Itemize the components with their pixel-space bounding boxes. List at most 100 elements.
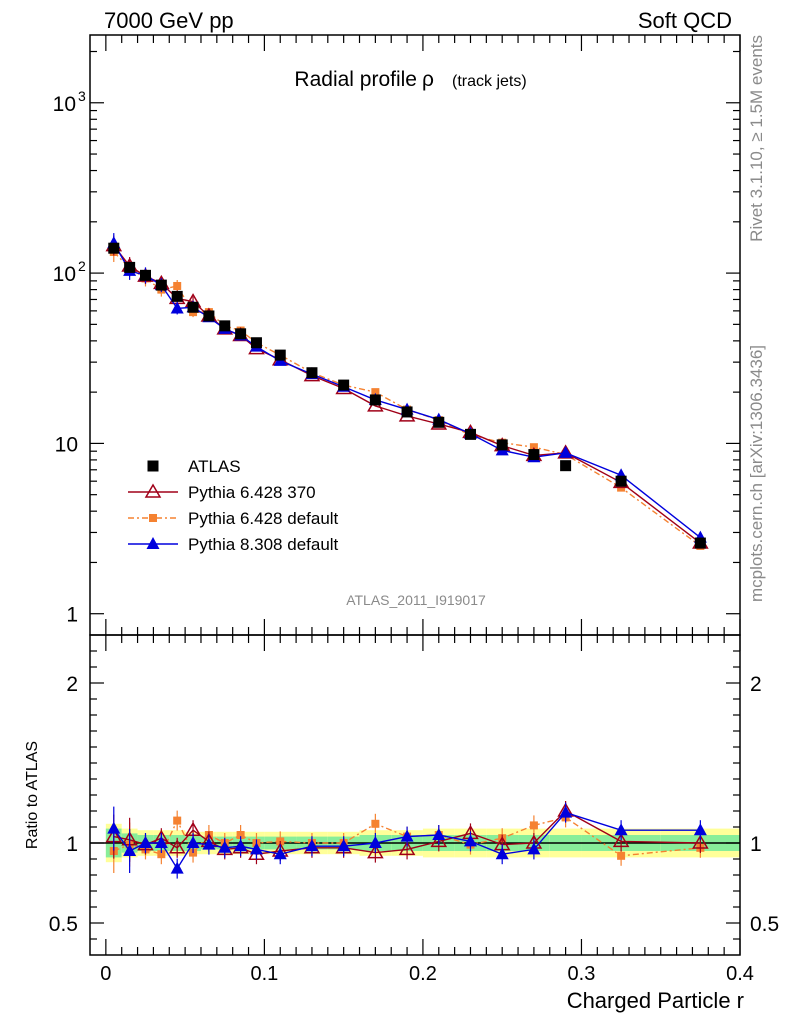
analysis-label: ATLAS_2011_I919017	[346, 592, 486, 608]
ratio-point-p8_def	[432, 828, 446, 840]
ratio-y-tick-label-right: 0.5	[750, 913, 779, 936]
ratio-point-p6_370	[430, 832, 448, 848]
ratio-point-p8_def	[400, 829, 414, 842]
ratio-y-tick-label-right: 1	[750, 833, 762, 856]
point-p8_def	[559, 445, 573, 458]
point-atlas	[306, 367, 318, 379]
ratio-point-p8_def	[249, 842, 263, 855]
legend-marker-p8_def	[146, 537, 160, 549]
point-atlas	[139, 269, 151, 281]
ratio-point-p6_def	[173, 816, 182, 825]
legend: ATLAS Pythia 6.428 370 Pythia 6.428 defaul…	[128, 457, 339, 554]
ratio-series-p8_def	[107, 802, 707, 879]
ratio-point-p8_def	[218, 840, 232, 853]
ratio-point-p6_def	[529, 821, 538, 830]
ratio-y-tick-label-right: 2	[750, 673, 762, 696]
series-p6_def	[109, 241, 705, 550]
point-atlas	[560, 460, 572, 472]
ratio-line-p8_def	[113, 811, 701, 870]
series-line-p6_def	[113, 251, 701, 547]
ratio-point-p8_def	[138, 836, 152, 848]
point-atlas	[401, 406, 413, 418]
ratio-y-tick-label: 0.5	[49, 913, 78, 936]
ratio-frame	[89, 634, 741, 956]
point-p8_def	[170, 301, 184, 314]
ratio-point-p8_def	[614, 823, 628, 836]
ratio-point-p6_370	[367, 844, 384, 859]
ratio-point-p8_def	[170, 861, 184, 874]
legend-item-p6_370: Pythia 6.428 370	[128, 483, 316, 502]
ratio-point-p6_def	[617, 851, 626, 860]
ratio-point-p8_def	[368, 836, 382, 848]
ratio-point-p6_def	[371, 819, 380, 828]
x-axis-label: Charged Particle r	[567, 988, 744, 1013]
mcplots-label: mcplots.cern.ch [arXiv:1306.3436]	[747, 345, 766, 602]
ratio-point-p6_370	[692, 834, 709, 849]
point-atlas	[694, 537, 706, 549]
legend-item-atlas: ATLAS	[147, 457, 241, 476]
ratio-panel: 0.5 0.51 12 2 0 0.1 0.2 0.3 0.4 Ratio to ATLAS …	[24, 634, 779, 1013]
point-atlas	[187, 301, 199, 313]
ratio-point-p8_def	[186, 836, 200, 848]
ratio-point-p6_370	[612, 832, 630, 848]
legend-label: Pythia 8.308 default	[188, 535, 339, 554]
legend-item-p6_def: Pythia 6.428 default	[128, 509, 339, 528]
ratio-point-p6_370	[168, 839, 186, 854]
point-atlas	[369, 394, 381, 406]
point-atlas	[108, 242, 120, 254]
legend-label: ATLAS	[188, 457, 241, 476]
point-atlas	[615, 475, 627, 487]
y-axis-label: Ratio to ATLAS	[24, 741, 41, 849]
x-tick-label: 0.3	[568, 963, 596, 985]
point-atlas	[496, 439, 508, 451]
ratio-point-p8_def	[154, 836, 168, 848]
plot-title-symbol: ρ	[422, 68, 434, 91]
ratio-point-p8_def	[123, 844, 137, 856]
y-tick-label: 10	[53, 93, 76, 116]
ratio-point-p8_def	[337, 839, 351, 852]
ratio-y-tick-label: 2	[66, 673, 78, 696]
y-tick-label-exponent: 2	[78, 258, 86, 274]
legend-marker-p6_370	[144, 483, 162, 498]
legend-item-p8_def: Pythia 8.308 default	[128, 535, 339, 554]
point-p6_def	[371, 388, 380, 397]
legend-label: Pythia 6.428 default	[188, 509, 339, 528]
point-atlas	[433, 416, 445, 428]
legend-label: Pythia 6.428 370	[188, 483, 316, 502]
plot-title-subscript: (track jets)	[452, 73, 527, 90]
rivet-version-label: Rivet 3.1.10, ≥ 1.5M events	[747, 35, 766, 242]
point-atlas	[528, 449, 540, 461]
ratio-point-p8_def	[693, 823, 707, 836]
legend-marker-atlas	[147, 460, 159, 472]
header-left: 7000 GeV pp	[104, 8, 234, 33]
point-atlas	[274, 349, 286, 361]
ratio-point-p8_def	[559, 805, 573, 818]
ratio-point-p6_def	[236, 831, 245, 839]
ratio-point-p8_def	[107, 821, 121, 834]
point-atlas	[250, 337, 262, 349]
point-p6_def	[173, 281, 182, 290]
y-tick-label: 1	[66, 604, 78, 627]
ratio-point-p8_def	[495, 847, 509, 860]
series-atlas	[108, 242, 706, 549]
x-tick-label: 0.1	[250, 963, 278, 985]
series-line-p8_def	[113, 242, 701, 539]
point-atlas	[203, 310, 215, 322]
point-atlas	[338, 379, 350, 391]
point-atlas	[235, 328, 247, 340]
y-tick-label-exponent: 3	[78, 88, 86, 104]
legend-marker-p6_def	[149, 514, 157, 522]
ratio-point-p8_def	[463, 834, 477, 847]
ratio-point-p8_def	[273, 847, 287, 860]
ratio-y-tick-label: 1	[66, 833, 78, 856]
y-tick-label: 10	[53, 263, 76, 286]
ratio-point-p6_370	[398, 840, 416, 856]
point-atlas	[219, 320, 231, 332]
ratio-point-p8_def	[202, 837, 216, 850]
point-atlas	[155, 279, 167, 291]
ratio-point-p6_def	[157, 850, 166, 859]
y-tick-label: 10	[55, 433, 78, 456]
point-atlas	[464, 428, 476, 440]
